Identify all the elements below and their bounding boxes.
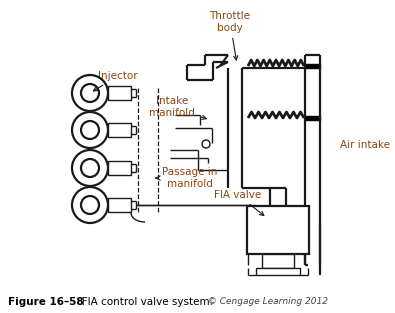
Text: © Cengage Learning 2012: © Cengage Learning 2012	[205, 297, 328, 306]
Text: Intake
manifold: Intake manifold	[149, 96, 206, 119]
Bar	[108, 161, 131, 175]
Text: Injector: Injector	[94, 71, 138, 91]
Bar	[262, 254, 294, 268]
Text: FIA control valve system.: FIA control valve system.	[72, 297, 213, 307]
Bar	[247, 206, 309, 254]
Text: Passage in
manifold: Passage in manifold	[156, 167, 218, 189]
Bar	[108, 198, 131, 212]
Text: FIA valve: FIA valve	[214, 190, 264, 216]
Bar	[256, 268, 300, 275]
Text: Throttle
body: Throttle body	[209, 11, 250, 60]
Text: Air intake: Air intake	[340, 140, 390, 150]
Bar	[108, 86, 131, 100]
Bar	[108, 123, 131, 137]
Text: Figure 16–58: Figure 16–58	[8, 297, 84, 307]
